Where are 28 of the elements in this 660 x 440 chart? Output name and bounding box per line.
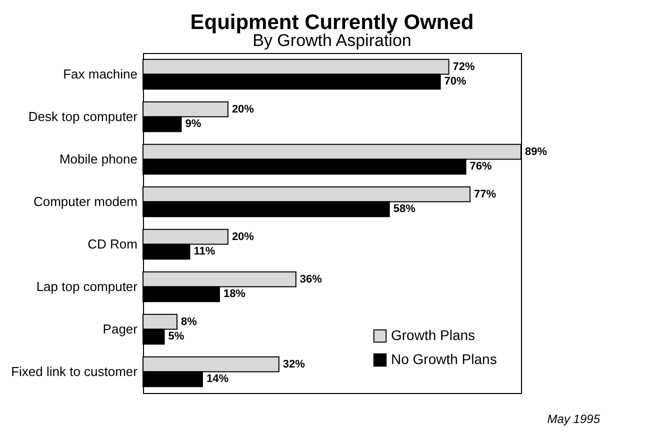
y-tick-label: Fixed link to customer [11, 364, 138, 379]
legend-label: Growth Plans [391, 327, 476, 343]
data-label: 5% [168, 330, 184, 343]
y-tick-label: Pager [102, 321, 138, 336]
data-label: 18% [223, 288, 246, 300]
y-tick-label: Computer modem [33, 194, 138, 209]
data-label: 20% [232, 103, 254, 116]
data-label: 77% [474, 188, 496, 200]
chart-title: Equipment Currently Owned [190, 11, 474, 34]
data-label: 14% [206, 373, 229, 386]
data-label: 32% [282, 358, 306, 370]
data-label: 89% [525, 146, 548, 158]
data-label: 72% [452, 60, 476, 73]
data-label: 76% [470, 160, 492, 173]
data-label: 9% [185, 118, 202, 130]
data-label: 20% [232, 230, 254, 243]
data-label: 58% [393, 203, 416, 216]
data-label: 8% [180, 316, 198, 328]
y-tick-label: Desk top computer [28, 108, 138, 124]
y-tick-label: Mobile phone [59, 151, 138, 166]
data-label: 11% [194, 246, 216, 258]
y-tick-label: Fax machine [63, 66, 138, 82]
text: May 1995 [547, 412, 600, 426]
y-tick-label: CD Rom [88, 236, 138, 252]
data-label: 70% [444, 76, 467, 88]
data-label: 36% [300, 273, 322, 286]
legend-label: No Growth Plans [391, 351, 497, 367]
y-tick-label: Lap top computer [36, 278, 138, 294]
